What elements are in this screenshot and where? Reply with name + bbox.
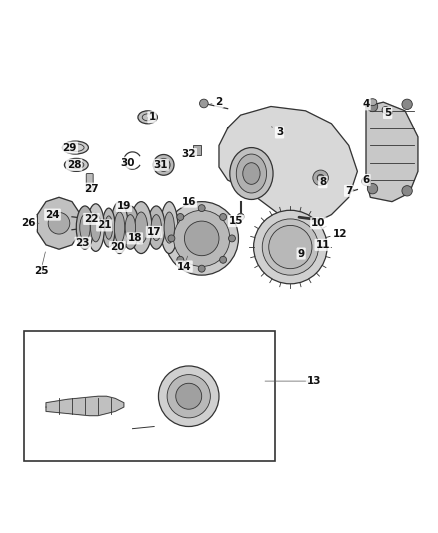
Text: 8: 8 xyxy=(319,177,326,187)
Ellipse shape xyxy=(153,155,174,175)
Text: 27: 27 xyxy=(84,184,99,193)
Ellipse shape xyxy=(173,211,230,266)
Ellipse shape xyxy=(230,148,273,199)
Ellipse shape xyxy=(125,215,135,240)
Circle shape xyxy=(367,183,378,194)
Text: 10: 10 xyxy=(311,218,326,228)
Text: 11: 11 xyxy=(315,240,330,250)
Bar xyxy=(25,332,275,461)
Ellipse shape xyxy=(91,213,101,242)
Polygon shape xyxy=(46,396,124,416)
Ellipse shape xyxy=(167,375,210,418)
Text: 13: 13 xyxy=(307,376,321,386)
Circle shape xyxy=(237,213,244,220)
Ellipse shape xyxy=(159,366,219,426)
Text: 31: 31 xyxy=(153,160,168,170)
Ellipse shape xyxy=(254,211,327,284)
Circle shape xyxy=(402,99,412,109)
Circle shape xyxy=(198,265,205,272)
Circle shape xyxy=(219,214,226,221)
Text: 4: 4 xyxy=(362,99,370,109)
Text: 30: 30 xyxy=(120,158,134,168)
Ellipse shape xyxy=(63,141,88,154)
Text: 3: 3 xyxy=(276,127,283,138)
Ellipse shape xyxy=(105,216,113,239)
Ellipse shape xyxy=(111,201,128,254)
Ellipse shape xyxy=(151,215,162,240)
Text: 5: 5 xyxy=(384,108,391,118)
Circle shape xyxy=(367,101,378,112)
Text: 32: 32 xyxy=(181,149,196,159)
Text: 23: 23 xyxy=(75,238,90,248)
Ellipse shape xyxy=(236,154,267,193)
Ellipse shape xyxy=(69,161,84,169)
Circle shape xyxy=(48,213,70,234)
Text: 25: 25 xyxy=(35,266,49,276)
Circle shape xyxy=(219,256,226,263)
Ellipse shape xyxy=(164,212,174,243)
Ellipse shape xyxy=(243,163,260,184)
Ellipse shape xyxy=(102,208,115,247)
Text: 2: 2 xyxy=(215,97,223,107)
Polygon shape xyxy=(366,102,418,201)
Text: 20: 20 xyxy=(110,242,125,252)
Text: 16: 16 xyxy=(181,197,196,207)
Ellipse shape xyxy=(269,225,312,269)
Text: 24: 24 xyxy=(45,209,60,220)
Text: 9: 9 xyxy=(297,248,305,259)
Text: 19: 19 xyxy=(117,201,131,211)
Circle shape xyxy=(317,174,324,181)
Ellipse shape xyxy=(184,221,219,256)
Text: 21: 21 xyxy=(97,221,112,230)
Text: 12: 12 xyxy=(333,229,347,239)
Circle shape xyxy=(200,99,208,108)
Circle shape xyxy=(402,185,412,196)
Ellipse shape xyxy=(87,204,104,252)
Circle shape xyxy=(177,214,184,221)
Circle shape xyxy=(177,256,184,263)
Text: 6: 6 xyxy=(362,175,370,185)
Circle shape xyxy=(382,107,389,114)
Ellipse shape xyxy=(64,158,88,172)
Ellipse shape xyxy=(134,212,148,243)
FancyBboxPatch shape xyxy=(86,174,93,192)
Ellipse shape xyxy=(262,219,318,275)
Circle shape xyxy=(198,205,205,212)
Circle shape xyxy=(168,235,175,242)
Ellipse shape xyxy=(122,206,139,249)
Bar xyxy=(193,146,201,155)
Ellipse shape xyxy=(161,201,178,254)
Text: 22: 22 xyxy=(84,214,99,224)
Text: 18: 18 xyxy=(127,233,142,244)
Ellipse shape xyxy=(148,206,165,249)
Ellipse shape xyxy=(138,111,157,124)
Ellipse shape xyxy=(80,215,90,240)
Ellipse shape xyxy=(165,201,238,275)
Text: 28: 28 xyxy=(67,160,81,170)
Text: 15: 15 xyxy=(229,216,244,226)
Text: 29: 29 xyxy=(63,143,77,152)
Text: 14: 14 xyxy=(177,262,192,271)
Polygon shape xyxy=(219,107,357,223)
Text: 17: 17 xyxy=(147,227,162,237)
Ellipse shape xyxy=(368,99,377,106)
Polygon shape xyxy=(37,197,81,249)
Ellipse shape xyxy=(131,201,152,254)
Circle shape xyxy=(229,235,236,242)
Circle shape xyxy=(313,170,328,185)
Ellipse shape xyxy=(76,206,94,249)
Ellipse shape xyxy=(157,158,170,172)
Text: 7: 7 xyxy=(345,186,353,196)
Text: 1: 1 xyxy=(148,112,155,122)
Ellipse shape xyxy=(114,212,125,243)
Circle shape xyxy=(362,177,371,185)
Text: 26: 26 xyxy=(21,218,36,228)
Ellipse shape xyxy=(176,383,202,409)
